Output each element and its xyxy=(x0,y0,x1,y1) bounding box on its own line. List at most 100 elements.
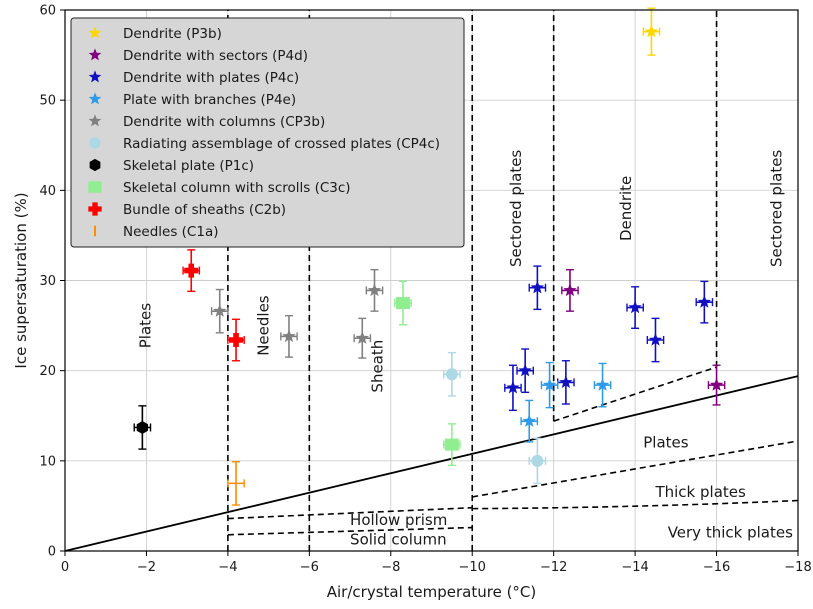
region-label: Needles xyxy=(255,295,273,356)
legend-label: Dendrite with columns (CP3b) xyxy=(123,114,325,130)
data-point xyxy=(133,405,152,450)
y-axis-title: Ice supersaturation (%) xyxy=(12,192,30,368)
legend-item: Dendrite with sectors (P4d) xyxy=(88,48,308,64)
region-label: Solid column xyxy=(350,531,447,549)
regime-dashed-line xyxy=(472,499,799,510)
data-point xyxy=(353,317,372,359)
x-tick-label: −10 xyxy=(459,560,486,575)
data-point xyxy=(394,280,412,326)
legend-marker xyxy=(89,137,101,149)
point-marker xyxy=(563,283,577,297)
legend-item: Skeletal column with scrolls (C3c) xyxy=(88,180,351,196)
data-point xyxy=(182,249,201,293)
data-point xyxy=(280,314,298,358)
point-marker xyxy=(709,378,724,391)
point-marker xyxy=(518,363,532,377)
legend-item: Plate with branches (P4e) xyxy=(88,92,296,108)
x-tick-label: −4 xyxy=(218,560,237,575)
legend-marker xyxy=(88,48,102,61)
data-point xyxy=(443,423,461,467)
legend-label: Radiating assemblage of crossed plates (… xyxy=(123,136,440,152)
x-tick-label: −2 xyxy=(137,560,156,575)
regime-dashed-line xyxy=(553,366,717,422)
data-point xyxy=(528,437,547,485)
region-label: Plates xyxy=(137,303,155,349)
data-point xyxy=(365,268,384,312)
legend-item: Skeletal plate (P1c) xyxy=(89,158,254,174)
y-tick-label: 40 xyxy=(39,184,56,199)
data-point xyxy=(557,360,575,405)
y-tick-label: 0 xyxy=(48,545,56,560)
legend-item: Radiating assemblage of crossed plates (… xyxy=(89,136,440,152)
legend: Dendrite (P3b) Dendrite with sectors (P4d… xyxy=(70,17,465,248)
legend-label: Dendrite with plates (P4c) xyxy=(123,70,299,86)
regime-dashed-line xyxy=(227,506,473,520)
legend-label: Skeletal column with scrolls (C3c) xyxy=(123,180,351,196)
y-tick-label: 20 xyxy=(39,364,56,379)
data-points xyxy=(133,7,726,506)
legend-box xyxy=(70,17,465,248)
y-tick-label: 30 xyxy=(39,274,56,289)
data-point xyxy=(210,288,229,334)
region-label: Sectored plates xyxy=(507,150,525,267)
data-point xyxy=(227,461,245,506)
legend-item: Dendrite with columns (CP3b) xyxy=(88,114,325,130)
data-point xyxy=(642,7,661,56)
region-label: Sectored plates xyxy=(768,150,786,267)
y-tick-label: 60 xyxy=(39,4,56,19)
legend-item: Needles (C1a) xyxy=(94,224,218,240)
x-tick-label: −12 xyxy=(540,560,567,575)
data-point xyxy=(626,286,644,329)
region-label: Sheath xyxy=(369,340,387,393)
legend-label: Dendrite with sectors (P4d) xyxy=(123,48,308,64)
data-point xyxy=(528,265,547,311)
point-marker xyxy=(184,263,199,278)
y-tick-label: 10 xyxy=(39,454,56,469)
legend-item: Bundle of sheaths (C2b) xyxy=(88,202,286,218)
data-point xyxy=(695,280,714,324)
regime-line xyxy=(64,375,799,552)
data-point xyxy=(646,317,665,363)
y-tick-label: 50 xyxy=(39,94,56,109)
data-point xyxy=(593,362,612,408)
point-marker xyxy=(644,24,659,38)
legend-label: Dendrite (P3b) xyxy=(123,26,222,42)
data-point xyxy=(561,268,579,312)
point-marker xyxy=(648,333,663,346)
x-tick-label: −16 xyxy=(703,560,730,575)
point-marker xyxy=(628,300,642,314)
legend-marker xyxy=(88,92,102,105)
legend-label: Plate with branches (P4e) xyxy=(123,92,296,108)
point-marker xyxy=(506,380,520,394)
data-point xyxy=(504,364,522,412)
data-point xyxy=(707,364,726,406)
point-marker xyxy=(282,329,296,343)
legend-marker xyxy=(88,181,102,193)
point-marker xyxy=(522,414,536,427)
legend-marker xyxy=(89,158,101,172)
legend-label: Skeletal plate (P1c) xyxy=(123,158,254,174)
data-point xyxy=(540,361,559,409)
region-label: Thick plates xyxy=(654,483,746,501)
point-marker xyxy=(559,375,573,389)
legend-marker xyxy=(88,202,102,216)
point-marker xyxy=(213,304,227,317)
region-label: Plates xyxy=(643,433,689,451)
legend-label: Bundle of sheaths (C2b) xyxy=(123,202,286,218)
point-marker xyxy=(530,280,545,294)
regime-dashed-line xyxy=(472,440,799,498)
axis-ticks: 0 −2 −4 −6 −8 −10 −12 −14 −16 −18 0 10 20 30 40 50 60 xyxy=(39,4,811,576)
point-marker xyxy=(367,283,382,297)
legend-marker xyxy=(88,70,102,83)
region-label: Hollow prism xyxy=(350,511,447,529)
data-point xyxy=(227,318,245,362)
data-point xyxy=(516,348,535,394)
legend-item: Dendrite (P3b) xyxy=(88,26,222,42)
point-marker xyxy=(531,454,544,467)
point-marker xyxy=(444,438,459,451)
legend-item: Dendrite with plates (P4c) xyxy=(88,70,299,86)
legend-items: Dendrite (P3b) Dendrite with sectors (P4d… xyxy=(88,26,440,240)
point-marker xyxy=(595,378,610,391)
point-marker xyxy=(445,368,458,381)
x-axis-title: Air/crystal temperature (°C) xyxy=(327,583,537,601)
